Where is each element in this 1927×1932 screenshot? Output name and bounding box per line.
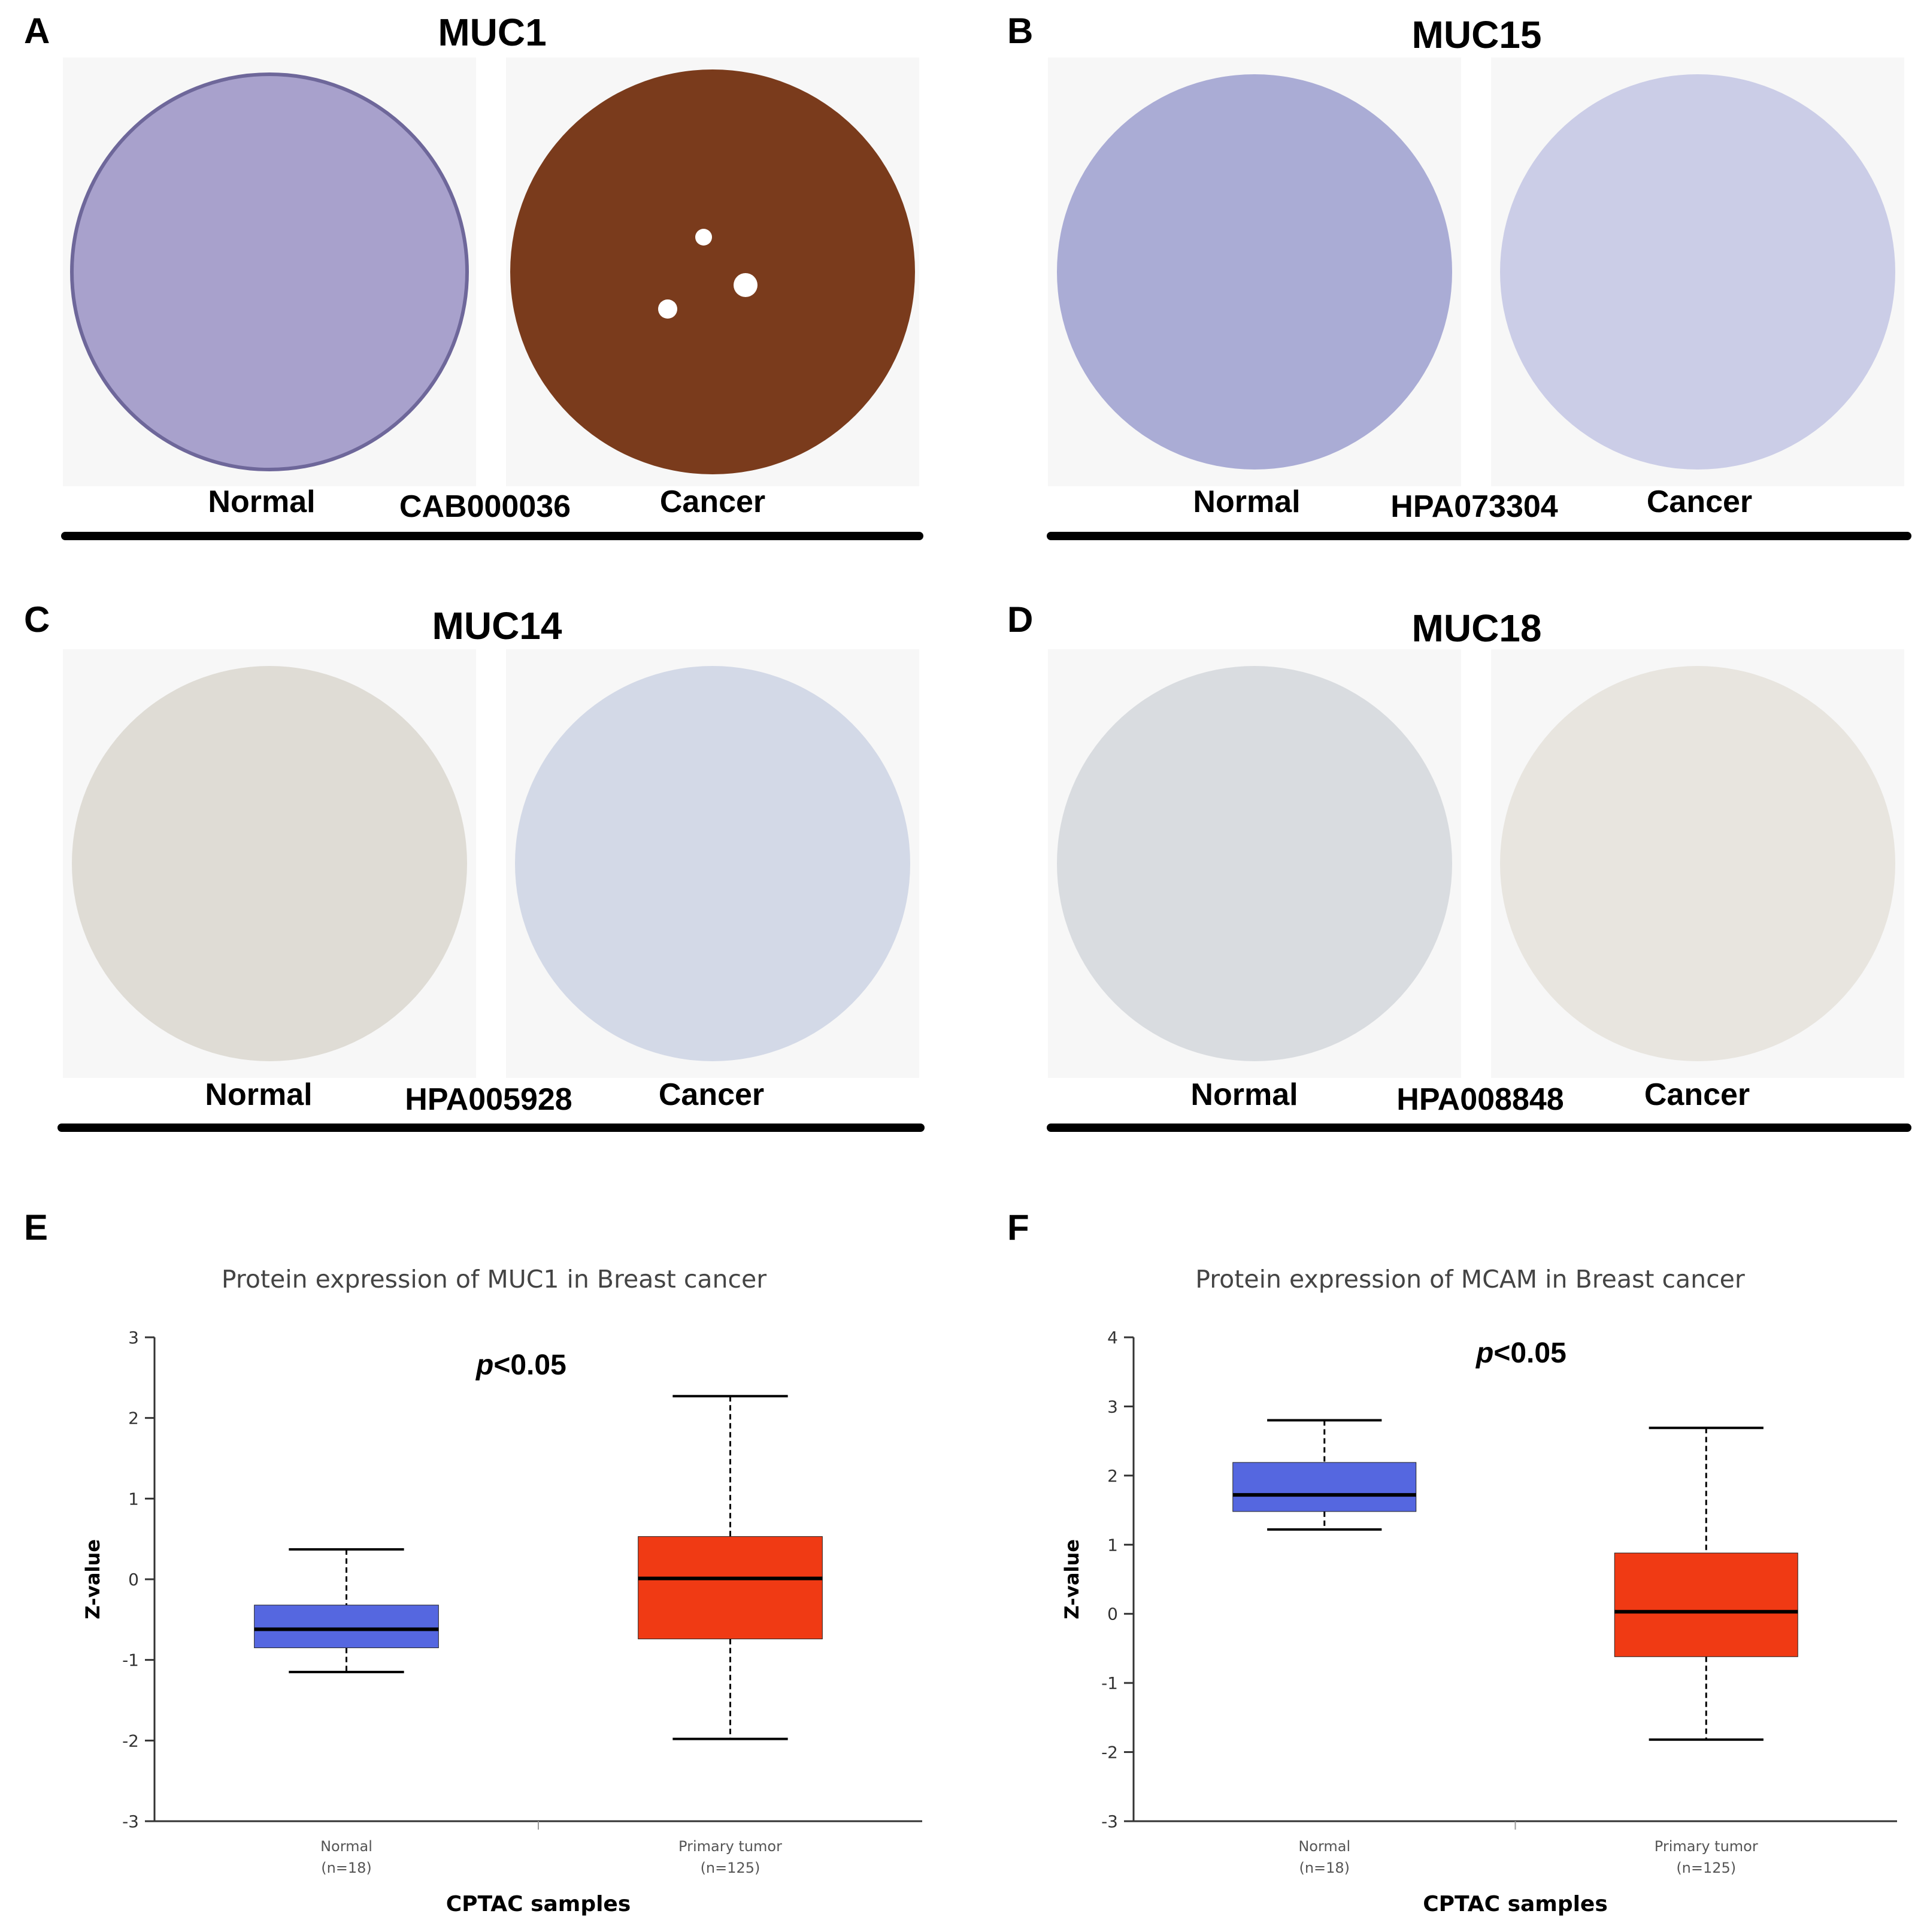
chart-f-title: Protein expression of MCAM in Breast can… [1195,1265,1745,1294]
tissue-core [515,666,910,1061]
y-tick-label: 2 [128,1409,139,1428]
panel-a-antibody-label: CAB000036 [399,489,571,524]
box-normal [1232,1462,1417,1512]
sample-count-label: (n=18) [1299,1860,1350,1876]
sample-count-label: (n=18) [321,1860,372,1876]
chart-e-title: Protein expression of MUC1 in Breast can… [221,1265,767,1294]
panel-d-normal-tissue-image [1048,649,1461,1078]
tissue-core [1057,666,1452,1061]
panel-b-normal-label: Normal [1193,484,1301,519]
y-tick-label: 2 [1107,1466,1118,1486]
category-label: Normal [320,1838,372,1855]
chart-e-p-value: p<0.05 [476,1349,566,1382]
y-tick-label: -3 [122,1812,139,1831]
panel-b-normal-tissue-image [1048,57,1461,486]
y-tick-label: -2 [122,1731,139,1751]
category-label: Primary tumor [678,1838,782,1855]
panel-c-normal-label: Normal [205,1077,313,1112]
sample-count-label: (n=125) [1676,1860,1736,1876]
y-tick-label: 0 [128,1570,139,1589]
box-plot-e: 3 2 1 0 -1 -2 -3 Z-value Normal (n=18) Primary tum… [81,1328,922,1916]
y-axis-label: Z-value [81,1539,104,1619]
y-tick-label: 3 [128,1328,139,1347]
tissue-core [510,69,915,474]
panel-a-cancer-tissue-image [506,57,919,486]
panel-c-title: MUC14 [432,604,562,647]
panel-c-normal-tissue-image [63,649,476,1078]
y-tick-label: 1 [1107,1535,1118,1555]
panel-letter-f: F [1007,1207,1029,1247]
p-symbol: p [476,1349,494,1381]
tissue-core [1057,74,1452,470]
panel-c-divider-bar [57,1124,925,1132]
panel-b-divider-bar [1047,532,1911,540]
panel-letter-d: D [1007,599,1034,640]
panel-letter-b: B [1007,11,1034,51]
box-primary-tumor [638,1536,823,1640]
box-plot-f: 4 3 2 1 0 -1 -2 -3 Z-value Normal (n=18) Primary tu… [1061,1328,1897,1916]
panel-a-normal-tissue-image [63,57,476,486]
panel-b-cancer-label: Cancer [1646,484,1753,519]
category-label: Primary tumor [1655,1838,1758,1855]
p-symbol: p [1476,1337,1494,1369]
panel-c-antibody-label: HPA005928 [405,1082,572,1117]
y-tick-label: 0 [1107,1604,1118,1624]
panel-a-cancer-label: Cancer [659,484,766,519]
tissue-core [1500,74,1895,470]
panel-c-cancer-label: Cancer [658,1077,765,1112]
panel-d-cancer-label: Cancer [1644,1077,1750,1112]
y-tick-label: 1 [128,1489,139,1509]
p-threshold: <0.05 [1493,1337,1567,1369]
p-threshold: <0.05 [493,1349,566,1381]
panel-a-normal-label: Normal [208,484,316,519]
tissue-core [1500,666,1895,1061]
panel-a-divider-bar [61,532,923,540]
x-axis-label: CPTAC samples [446,1892,631,1916]
panel-letter-e: E [24,1207,49,1247]
box-primary-tumor [1614,1552,1798,1657]
panel-d-cancer-tissue-image [1491,649,1904,1078]
panel-d-divider-bar [1047,1124,1911,1132]
panel-d-title: MUC18 [1411,607,1542,650]
y-tick-label: 4 [1107,1328,1118,1347]
panel-d-normal-label: Normal [1190,1077,1298,1112]
category-label: Normal [1298,1838,1350,1855]
panel-c-cancer-tissue-image [506,649,919,1078]
panel-b-antibody-label: HPA073304 [1390,489,1558,524]
box-normal [254,1604,439,1648]
panel-b-cancer-tissue-image [1491,57,1904,486]
y-axis-label: Z-value [1061,1539,1083,1619]
panel-letter-c: C [24,599,50,640]
y-tick-label: -2 [1101,1743,1118,1763]
panel-b-title: MUC15 [1411,13,1542,56]
y-tick-label: -1 [1101,1673,1118,1693]
chart-f-p-value: p<0.05 [1476,1337,1567,1370]
x-axis-label: CPTAC samples [1423,1892,1608,1916]
tissue-core [72,666,467,1061]
panel-letter-a: A [24,11,50,51]
panel-d-antibody-label: HPA008848 [1396,1082,1564,1117]
y-tick-label: 3 [1107,1397,1118,1416]
y-tick-label: -3 [1101,1812,1118,1831]
panel-a-title: MUC1 [438,11,547,54]
sample-count-label: (n=125) [701,1860,761,1876]
tissue-core [72,74,467,470]
y-tick-label: -1 [122,1651,139,1670]
